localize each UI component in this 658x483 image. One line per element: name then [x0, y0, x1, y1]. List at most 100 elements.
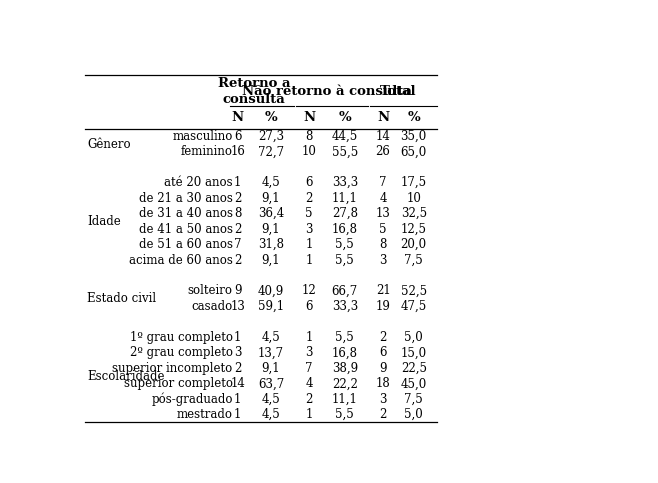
Text: 10: 10 [406, 192, 421, 205]
Text: pós-graduado: pós-graduado [151, 393, 233, 406]
Text: 13: 13 [230, 300, 245, 313]
Text: 3: 3 [234, 346, 241, 359]
Text: casado: casado [191, 300, 233, 313]
Text: 1: 1 [305, 254, 313, 267]
Text: 1: 1 [234, 176, 241, 189]
Text: 5,0: 5,0 [405, 408, 423, 421]
Text: N: N [377, 111, 389, 124]
Text: 7,5: 7,5 [405, 393, 423, 406]
Text: de 51 a 60 anos: de 51 a 60 anos [139, 238, 233, 251]
Text: 10: 10 [302, 145, 316, 158]
Text: 9,1: 9,1 [262, 254, 280, 267]
Text: 6: 6 [380, 346, 387, 359]
Text: 14: 14 [230, 377, 245, 390]
Text: mestrado: mestrado [177, 408, 233, 421]
Text: 3: 3 [305, 346, 313, 359]
Text: 2: 2 [305, 393, 313, 406]
Text: 44,5: 44,5 [332, 130, 358, 143]
Text: 7,5: 7,5 [405, 254, 423, 267]
Text: 16,8: 16,8 [332, 223, 358, 236]
Text: 1º grau completo: 1º grau completo [130, 331, 233, 344]
Text: 11,1: 11,1 [332, 192, 358, 205]
Text: 2: 2 [380, 408, 387, 421]
Text: 22,2: 22,2 [332, 377, 358, 390]
Text: 8: 8 [380, 238, 387, 251]
Text: 15,0: 15,0 [401, 346, 427, 359]
Text: 20,0: 20,0 [401, 238, 427, 251]
Text: Escolaridade: Escolaridade [88, 369, 165, 383]
Text: 2: 2 [305, 192, 313, 205]
Text: 4,5: 4,5 [262, 176, 280, 189]
Text: 12,5: 12,5 [401, 223, 427, 236]
Text: Idade: Idade [88, 215, 121, 228]
Text: 6: 6 [305, 176, 313, 189]
Text: 7: 7 [380, 176, 387, 189]
Text: 9: 9 [380, 362, 387, 375]
Text: 5,0: 5,0 [405, 331, 423, 344]
Text: feminino: feminino [181, 145, 233, 158]
Text: 38,9: 38,9 [332, 362, 358, 375]
Text: %: % [265, 111, 277, 124]
Text: N: N [232, 111, 244, 124]
Text: 33,3: 33,3 [332, 300, 358, 313]
Text: 9,1: 9,1 [262, 362, 280, 375]
Text: 6: 6 [234, 130, 241, 143]
Text: 59,1: 59,1 [258, 300, 284, 313]
Text: 52,5: 52,5 [401, 284, 427, 298]
Text: acima de 60 anos: acima de 60 anos [129, 254, 233, 267]
Text: masculino: masculino [172, 130, 233, 143]
Text: 13,7: 13,7 [258, 346, 284, 359]
Text: 5,5: 5,5 [336, 408, 354, 421]
Text: 1: 1 [234, 331, 241, 344]
Text: 27,8: 27,8 [332, 207, 358, 220]
Text: 4,5: 4,5 [262, 393, 280, 406]
Text: 2º grau completo: 2º grau completo [130, 346, 233, 359]
Text: %: % [407, 111, 420, 124]
Text: 1: 1 [234, 408, 241, 421]
Text: 7: 7 [234, 238, 241, 251]
Text: 2: 2 [380, 331, 387, 344]
Text: 9: 9 [234, 284, 241, 298]
Text: 8: 8 [234, 207, 241, 220]
Text: 21: 21 [376, 284, 390, 298]
Text: Estado civil: Estado civil [88, 292, 157, 305]
Text: de 21 a 30 anos: de 21 a 30 anos [139, 192, 233, 205]
Text: 65,0: 65,0 [401, 145, 427, 158]
Text: %: % [338, 111, 351, 124]
Text: Total: Total [380, 85, 417, 98]
Text: 5: 5 [305, 207, 313, 220]
Text: 4: 4 [305, 377, 313, 390]
Text: 32,5: 32,5 [401, 207, 427, 220]
Text: Retorno a
consulta: Retorno a consulta [218, 77, 290, 106]
Text: 35,0: 35,0 [401, 130, 427, 143]
Text: 3: 3 [380, 254, 387, 267]
Text: 5,5: 5,5 [336, 254, 354, 267]
Text: 72,7: 72,7 [258, 145, 284, 158]
Text: 1: 1 [305, 408, 313, 421]
Text: 33,3: 33,3 [332, 176, 358, 189]
Text: 26: 26 [376, 145, 391, 158]
Text: 6: 6 [305, 300, 313, 313]
Text: 47,5: 47,5 [401, 300, 427, 313]
Text: 1: 1 [305, 238, 313, 251]
Text: 2: 2 [234, 223, 241, 236]
Text: até 20 anos: até 20 anos [164, 176, 233, 189]
Text: 3: 3 [305, 223, 313, 236]
Text: 16: 16 [230, 145, 245, 158]
Text: 16,8: 16,8 [332, 346, 358, 359]
Text: 12: 12 [302, 284, 316, 298]
Text: 55,5: 55,5 [332, 145, 358, 158]
Text: 18: 18 [376, 377, 390, 390]
Text: 4,5: 4,5 [262, 408, 280, 421]
Text: 9,1: 9,1 [262, 192, 280, 205]
Text: 2: 2 [234, 192, 241, 205]
Text: 3: 3 [380, 393, 387, 406]
Text: 17,5: 17,5 [401, 176, 427, 189]
Text: 1: 1 [234, 393, 241, 406]
Text: 36,4: 36,4 [258, 207, 284, 220]
Text: solteiro: solteiro [188, 284, 233, 298]
Text: 8: 8 [305, 130, 313, 143]
Text: 45,0: 45,0 [401, 377, 427, 390]
Text: superior completo: superior completo [124, 377, 233, 390]
Text: de 41 a 50 anos: de 41 a 50 anos [139, 223, 233, 236]
